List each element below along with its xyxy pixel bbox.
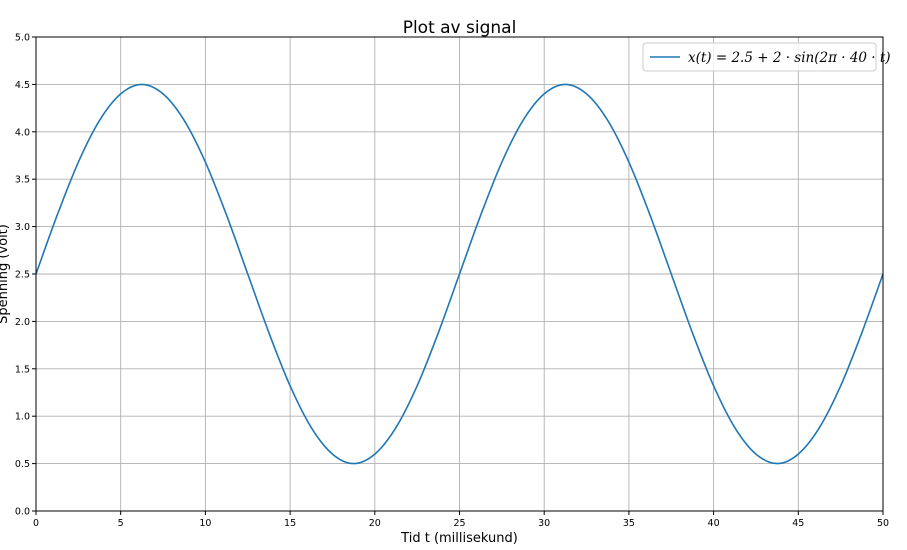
x-tick-label: 45: [792, 518, 804, 529]
series-line: [35, 83, 884, 465]
x-tick-label: 5: [118, 518, 124, 529]
y-tick-label: 3.0: [15, 222, 30, 233]
x-tick-label: 25: [453, 518, 465, 529]
x-tick-label: 10: [199, 518, 211, 529]
x-axis-label: Tid t (millisekund): [400, 531, 518, 546]
x-axis-ticks: 0 5 10 15 20 25 30 35 40 45 50: [33, 511, 889, 529]
y-tick-label: 5.0: [15, 33, 30, 44]
chart-title: Plot av signal: [403, 18, 517, 38]
y-axis-ticks: 0.0 0.5 1.0 1.5 2.0 2.5 3.0 3.5 4.0 4.5 5.0: [15, 33, 36, 518]
x-tick-label: 15: [284, 518, 296, 529]
y-tick-label: 0.5: [15, 459, 30, 470]
y-tick-label: 1.5: [15, 364, 30, 375]
x-tick-label: 35: [623, 518, 635, 529]
y-axis-label: Spenning (volt): [0, 224, 11, 324]
x-tick-label: 30: [538, 518, 550, 529]
x-tick-label: 40: [708, 518, 720, 529]
legend-box: [642, 42, 877, 72]
y-tick-label: 3.5: [15, 175, 30, 186]
y-tick-label: 2.5: [15, 270, 30, 281]
y-tick-label: 4.5: [15, 80, 30, 91]
x-tick-label: 50: [877, 518, 889, 529]
y-tick-label: 1.0: [15, 412, 30, 423]
y-tick-label: 0.0: [15, 507, 30, 518]
legend: x(t) = 2.5 + 2 · sin(2π · 40 · t): [642, 42, 891, 72]
x-tick-label: 20: [369, 518, 381, 529]
x-tick-label: 0: [33, 518, 39, 529]
legend-entry-label: x(t) = 2.5 + 2 · sin(2π · 40 · t): [688, 50, 891, 66]
y-tick-label: 4.0: [15, 127, 30, 138]
series-layer: [35, 83, 884, 465]
y-tick-label: 2.0: [15, 317, 30, 328]
